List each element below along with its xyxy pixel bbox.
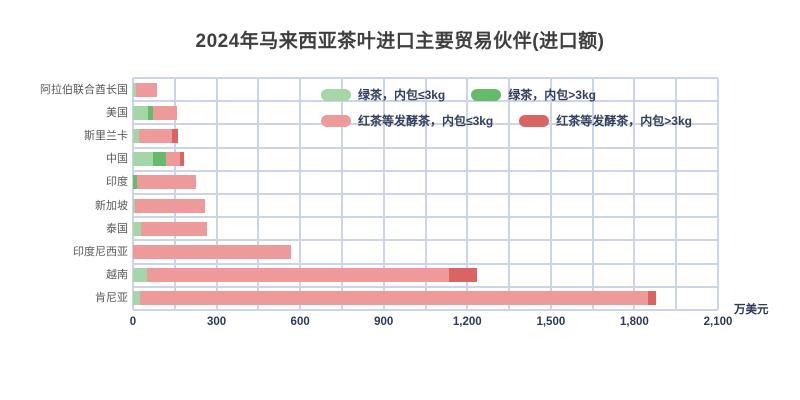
bar-row bbox=[133, 291, 657, 306]
legend-item: 绿茶，内包>3kg bbox=[471, 86, 596, 103]
bar-segment bbox=[136, 175, 196, 190]
gridline-horizontal bbox=[133, 123, 718, 126]
y-axis-label: 斯里兰卡 bbox=[84, 130, 128, 142]
bar-segment bbox=[648, 291, 657, 306]
gridline-horizontal bbox=[133, 77, 718, 79]
page-title: 2024年马来西亚茶叶进口主要贸易伙伴(进口额) bbox=[195, 31, 605, 52]
bar-segment bbox=[172, 129, 179, 143]
bar-segment bbox=[133, 82, 136, 97]
x-tick-label: 1,500 bbox=[536, 316, 566, 328]
bar-row bbox=[133, 268, 478, 283]
bar-segment bbox=[146, 268, 450, 283]
gridline-horizontal bbox=[133, 193, 718, 195]
gridline-horizontal bbox=[133, 169, 718, 172]
bar-segment bbox=[141, 221, 208, 236]
legend-item: 红茶等发酵茶，内包>3kg bbox=[519, 112, 692, 129]
chart-legend: 绿茶，内包≤3kg 绿茶，内包>3kg 红茶等发酵茶，内包≤3kg 红茶等发酵茶，内包… bbox=[321, 86, 692, 129]
gridline-horizontal bbox=[133, 216, 718, 219]
gridline-horizontal bbox=[133, 100, 718, 103]
bar-segment bbox=[135, 82, 157, 97]
y-axis-label: 印度 bbox=[106, 176, 128, 189]
legend-row: 红茶等发酵茶，内包≤3kg 红茶等发酵茶，内包>3kg bbox=[321, 112, 692, 129]
gridline-vertical bbox=[717, 78, 719, 310]
legend-swatch bbox=[519, 114, 550, 127]
bar-segment bbox=[148, 105, 154, 120]
bar-segment bbox=[133, 129, 140, 143]
bar-row bbox=[133, 245, 292, 259]
x-tick-label: 1,200 bbox=[452, 316, 482, 328]
legend-swatch bbox=[321, 114, 351, 127]
bar-row bbox=[133, 198, 206, 213]
gridline-horizontal bbox=[133, 146, 718, 149]
y-axis-label: 阿拉伯联合酋长国 bbox=[40, 83, 128, 96]
bar-row bbox=[133, 129, 179, 143]
gridline-horizontal bbox=[133, 262, 718, 265]
x-tick-label: 600 bbox=[290, 316, 310, 328]
gridline-horizontal bbox=[133, 285, 718, 288]
bar-segment bbox=[153, 105, 177, 120]
bar-segment bbox=[133, 105, 149, 120]
bar-segment bbox=[133, 152, 154, 167]
y-axis-label: 美国 bbox=[106, 106, 128, 119]
bar-row bbox=[133, 82, 157, 97]
axis-unit-label: 万美元 bbox=[734, 304, 769, 316]
y-axis-label: 泰国 bbox=[106, 222, 128, 235]
bar-segment bbox=[133, 175, 137, 190]
bar-segment bbox=[166, 152, 181, 167]
bar-segment bbox=[133, 268, 147, 283]
gridline-horizontal bbox=[133, 239, 718, 242]
x-tick-label: 0 bbox=[129, 316, 137, 328]
legend-label: 绿茶，内包>3kg bbox=[508, 88, 596, 102]
bar-row bbox=[133, 175, 196, 190]
legend-label: 红茶等发酵茶，内包≤3kg bbox=[358, 114, 494, 128]
bar-segment bbox=[133, 291, 140, 306]
x-tick-label: 900 bbox=[374, 316, 394, 328]
bar-row bbox=[133, 221, 208, 236]
y-axis-label: 中国 bbox=[106, 153, 128, 166]
bar-row bbox=[133, 105, 177, 120]
bar-segment bbox=[449, 268, 478, 283]
y-axis-label: 印度尼西亚 bbox=[73, 246, 128, 258]
bar-row bbox=[133, 152, 184, 167]
bar-segment bbox=[139, 291, 649, 306]
x-tick-label: 2,100 bbox=[703, 316, 733, 328]
y-axis-label: 越南 bbox=[106, 269, 128, 282]
y-axis-label: 肯尼亚 bbox=[95, 292, 128, 305]
legend-row: 绿茶，内包≤3kg 绿茶，内包>3kg bbox=[321, 86, 692, 103]
legend-item: 红茶等发酵茶，内包≤3kg bbox=[321, 112, 493, 129]
bar-segment bbox=[135, 198, 206, 213]
bar-segment bbox=[133, 198, 136, 213]
x-tick-label: 1,800 bbox=[620, 316, 649, 328]
legend-label: 绿茶，内包≤3kg bbox=[358, 88, 446, 102]
x-tick-label: 300 bbox=[206, 316, 227, 328]
legend-item: 绿茶，内包≤3kg bbox=[321, 86, 445, 103]
chart-plot-area: 绿茶，内包≤3kg 绿茶，内包>3kg 红茶等发酵茶，内包≤3kg 红茶等发酵茶，内包… bbox=[132, 77, 719, 311]
legend-label: 红茶等发酵茶，内包>3kg bbox=[556, 114, 692, 128]
bar-segment bbox=[133, 245, 292, 259]
gridline-horizontal bbox=[133, 309, 718, 311]
bar-segment bbox=[133, 221, 142, 236]
bar-segment bbox=[139, 129, 173, 143]
legend-swatch bbox=[321, 88, 351, 101]
bar-segment bbox=[153, 152, 167, 167]
bar-segment bbox=[180, 152, 184, 167]
y-axis-label: 新加坡 bbox=[95, 199, 128, 212]
legend-swatch bbox=[471, 88, 502, 101]
